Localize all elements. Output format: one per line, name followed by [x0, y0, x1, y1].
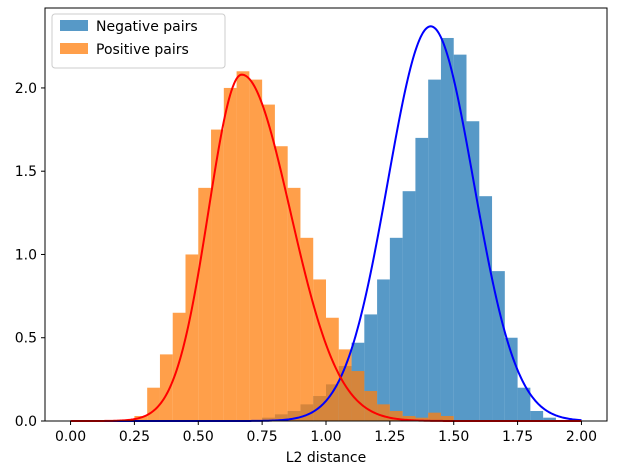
y-tick-label: 0.0 — [15, 414, 37, 430]
positive-pairs-bar — [262, 104, 275, 421]
positive-pairs-legend-swatch — [60, 43, 88, 54]
negative-pairs-bar — [543, 417, 556, 421]
negative-pairs-bar — [389, 237, 403, 421]
positive-pairs-bar — [428, 412, 441, 421]
positive-pairs-bar — [351, 371, 365, 421]
positive-pairs-bar — [198, 187, 212, 421]
y-tick-label: 1.5 — [15, 164, 37, 180]
negative-pairs-bar — [440, 37, 454, 422]
negative-pairs-bar — [479, 196, 493, 421]
positive-pairs-bar — [313, 279, 326, 421]
y-tick-label: 1.0 — [15, 247, 37, 263]
negative-pairs-bar — [415, 137, 429, 422]
x-tick-label: 0.00 — [55, 429, 86, 445]
positive-pairs-bar — [300, 237, 314, 421]
positive-pairs-bar — [211, 129, 224, 421]
negative-pairs-bar — [453, 54, 467, 422]
positive-pairs-bar — [364, 391, 378, 421]
positive-pairs-bar — [415, 417, 429, 421]
x-tick-label: 1.25 — [374, 429, 405, 445]
positive-pairs-bar — [389, 411, 403, 421]
negative-pairs-bar — [517, 387, 531, 421]
negative-pairs-bar — [530, 411, 544, 421]
positive-pairs-bar — [287, 187, 301, 421]
x-tick-label: 2.00 — [566, 429, 597, 445]
negative-pairs-legend-swatch — [60, 20, 88, 31]
positive-pairs-bar — [236, 71, 250, 421]
negative-pairs-bar — [428, 79, 441, 421]
x-tick-label: 0.25 — [119, 429, 150, 445]
x-tick-label: 1.50 — [438, 429, 469, 445]
positive-pairs-bar — [440, 416, 454, 421]
x-tick-label: 1.75 — [502, 429, 533, 445]
y-tick-label: 0.5 — [15, 331, 37, 347]
x-axis-label: L2 distance — [286, 450, 366, 466]
negative-pairs-bar — [466, 121, 480, 421]
x-tick-label: 0.75 — [247, 429, 278, 445]
legend: Negative pairs Positive pairs — [51, 13, 226, 69]
negative-pairs-bar — [402, 191, 416, 421]
negative-pairs-bar — [492, 271, 505, 421]
positive-pairs-bar — [147, 387, 160, 421]
positive-pairs-bar — [249, 79, 263, 421]
y-tick-label: 2.0 — [15, 81, 37, 97]
legend-box — [51, 13, 226, 69]
positive-pairs-bar — [326, 317, 339, 421]
positive-pairs-bar — [402, 416, 416, 421]
positive-pairs-legend-label: Positive pairs — [96, 42, 189, 58]
positive-pairs-bar — [172, 312, 186, 421]
x-tick-label: 0.50 — [183, 429, 214, 445]
positive-pairs-bar — [274, 146, 288, 421]
negative-pairs-bar — [504, 337, 518, 421]
positive-pairs-bar — [377, 404, 390, 421]
x-tick-label: 1.00 — [310, 429, 341, 445]
histogram-bars — [134, 37, 556, 422]
axis-ticks: 0.00 0.25 0.50 0.75 1.00 1.25 1.50 1.75 2.00 0.0 0… — [15, 81, 597, 445]
positive-pairs-bar — [159, 354, 173, 421]
negative-pairs-bar — [377, 279, 390, 421]
negative-pairs-legend-label: Negative pairs — [96, 19, 198, 35]
positive-pairs-bar — [223, 87, 237, 421]
